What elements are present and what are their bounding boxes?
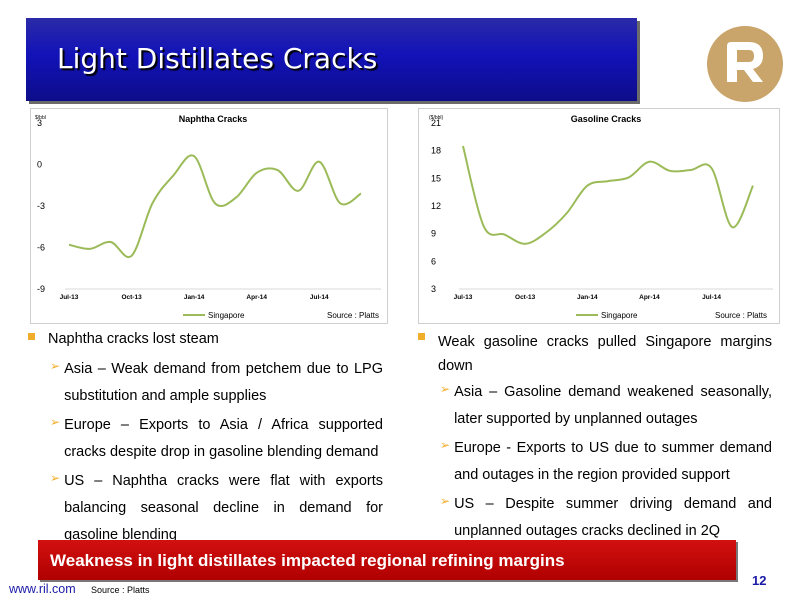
right-main-bullet: Weak gasoline cracks pulled Singapore ma… (418, 330, 772, 378)
y-tick-label: -6 (37, 243, 45, 253)
website-link[interactable]: www.ril.com (9, 582, 76, 596)
x-tick-label: Jul-13 (60, 294, 79, 301)
gasoline-chart: ($/bbl) Gasoline Cracks 21 18 15 12 9 6 3 Jul-13 O… (418, 108, 780, 324)
right-sub-bullet-europe: ➢ Europe - Exports to US due to summer d… (440, 435, 772, 489)
x-tick-label: Jan-14 (577, 294, 598, 301)
right-sub-bullet-asia: ➢ Asia – Gasoline demand weakened season… (440, 379, 772, 433)
arrow-bullet-icon: ➢ (50, 359, 61, 373)
x-tick-label: Jul-14 (702, 294, 721, 301)
arrow-bullet-icon: ➢ (440, 382, 451, 396)
right-sub-bullet-us: ➢ US – Despite summer driving demand and… (440, 491, 772, 545)
left-sub-bullet-us: ➢ US – Naphtha cracks were flat with exp… (50, 468, 383, 549)
series-line-singapore (68, 154, 362, 259)
chart-title: Gasoline Cracks (571, 114, 642, 124)
arrow-bullet-icon: ➢ (50, 415, 61, 429)
left-sub-bullet-asia: ➢ Asia – Weak demand from petchem due to… (50, 356, 383, 410)
chart-source-label: Source : Platts (327, 311, 379, 320)
chart-unit-label: $/bbl (35, 115, 46, 121)
title-bar (26, 18, 637, 101)
bullet-square-icon (28, 333, 35, 340)
page-number: 12 (752, 573, 767, 588)
chart-source-label: Source : Platts (715, 311, 767, 320)
series-line-singapore (462, 145, 754, 245)
arrow-bullet-icon: ➢ (440, 494, 451, 508)
y-tick-label: -9 (37, 284, 45, 294)
left-main-bullet: Naphtha cracks lost steam (28, 330, 383, 348)
x-tick-label: Apr-14 (639, 294, 660, 301)
footer-source: Source : Platts (91, 585, 150, 595)
arrow-bullet-icon: ➢ (50, 471, 61, 485)
chart-unit-label: ($/bbl) (429, 115, 444, 121)
company-logo (707, 26, 783, 102)
right-bullets: Weak gasoline cracks pulled Singapore ma… (418, 330, 772, 545)
y-tick-label: 15 (431, 173, 441, 183)
legend-label: Singapore (208, 311, 245, 320)
y-tick-label: 0 (37, 160, 42, 170)
conclusion-banner (38, 540, 736, 580)
y-tick-label: 21 (431, 118, 441, 128)
legend-label: Singapore (601, 311, 638, 320)
y-tick-label: 6 (431, 256, 436, 266)
y-tick-label: 18 (431, 146, 441, 156)
bullet-square-icon (418, 333, 425, 340)
x-tick-label: Jul-13 (454, 294, 473, 301)
y-tick-label: 3 (37, 118, 42, 128)
y-tick-label: 12 (431, 201, 441, 211)
y-tick-label: 9 (431, 229, 436, 239)
x-tick-label: Oct-13 (515, 294, 536, 301)
banner-text: Weakness in light distillates impacted r… (50, 551, 565, 570)
y-tick-label: -3 (37, 201, 45, 211)
x-tick-label: Jan-14 (184, 294, 205, 301)
x-tick-label: Jul-14 (310, 294, 329, 301)
y-tick-label: 3 (431, 284, 436, 294)
arrow-bullet-icon: ➢ (440, 438, 451, 452)
slide-title: Light Distillates Cracks (57, 42, 378, 75)
left-sub-bullet-europe: ➢ Europe – Exports to Asia / Africa supp… (50, 412, 383, 466)
x-tick-label: Apr-14 (246, 294, 267, 301)
x-tick-label: Oct-13 (121, 294, 142, 301)
left-bullets: Naphtha cracks lost steam ➢ Asia – Weak … (28, 330, 383, 549)
naphtha-chart: $/bbl Naphtha Cracks 3 0 -3 -6 -9 Jul-13 Oct-13 J… (30, 108, 388, 324)
chart-title: Naphtha Cracks (179, 114, 248, 124)
